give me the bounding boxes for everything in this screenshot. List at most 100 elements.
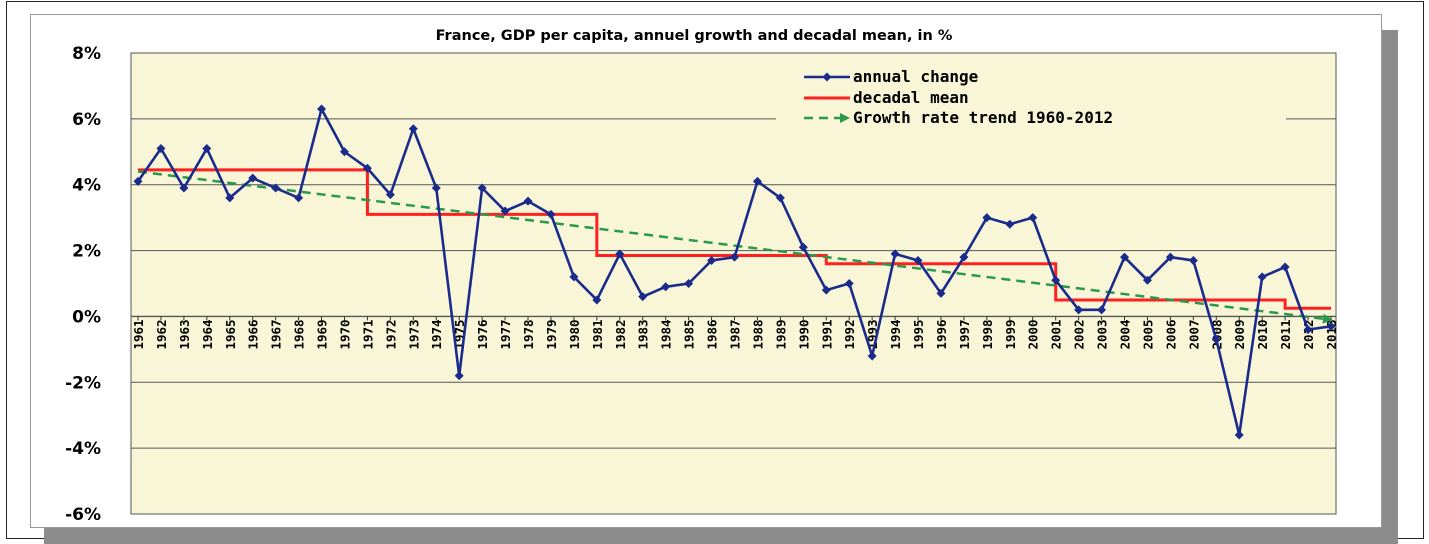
x-tick-label: 1980 — [567, 319, 582, 349]
annual-change-point — [775, 193, 785, 203]
x-tick-label: 1961 — [131, 319, 146, 349]
annual-change-point — [913, 255, 923, 265]
annual-change-point — [684, 279, 694, 288]
y-tick-label: 6% — [72, 110, 101, 130]
annual-change-point — [1097, 305, 1107, 315]
x-tick-label: 1977 — [498, 319, 513, 349]
annual-change-point — [408, 124, 418, 134]
annual-change-point — [798, 242, 808, 252]
annual-change-point — [454, 371, 464, 381]
x-tick-label: 2010 — [1255, 319, 1270, 349]
annual-change-point — [362, 163, 372, 173]
annual-change-point — [431, 183, 441, 193]
x-axis: 1961 1962 1963 1964 1965 1966 1967 1968 1969 1970… — [131, 316, 1339, 350]
annual-change-point — [225, 193, 235, 203]
x-tick-label: 1984 — [659, 319, 674, 349]
x-tick-label: 1989 — [773, 319, 788, 349]
annual-change-point — [821, 285, 831, 295]
x-tick-label: 1964 — [200, 319, 215, 349]
x-tick-label: 1982 — [613, 319, 628, 349]
annual-change-point — [1303, 325, 1313, 335]
x-tick-label: 2004 — [1118, 319, 1133, 349]
annual-change-point — [615, 249, 625, 259]
annual-change-point — [202, 143, 212, 153]
annual-change-point — [500, 206, 510, 216]
x-tick-label: 1992 — [842, 319, 857, 349]
x-tick-label: 1972 — [383, 319, 398, 349]
annual-change-point — [294, 193, 304, 203]
decadal-mean-line — [138, 168, 1331, 310]
annual-change-point — [1257, 272, 1267, 282]
x-tick-label: 2001 — [1049, 319, 1064, 349]
x-tick-label: 1996 — [934, 319, 949, 349]
annual-change-point — [339, 147, 349, 157]
annual-change-point — [569, 272, 579, 282]
y-tick-label: 0% — [72, 307, 101, 327]
annual-change-point — [982, 213, 992, 223]
annual-change-point — [1188, 255, 1198, 265]
x-tick-label: 1963 — [177, 319, 192, 349]
legend-annual-label: annual change — [853, 67, 978, 86]
x-tick-label: 2007 — [1186, 319, 1201, 349]
annual-change-point — [385, 190, 395, 200]
annual-change-point — [317, 104, 327, 114]
annual-change-point — [752, 176, 762, 186]
annual-change-point — [890, 249, 900, 259]
annual-change-point — [546, 209, 556, 219]
x-tick-label: 2006 — [1163, 319, 1178, 349]
x-tick-label: 1981 — [590, 319, 605, 349]
x-tick-label: 1987 — [728, 319, 743, 349]
x-tick-label: 1969 — [315, 319, 330, 349]
series-layer — [133, 104, 1336, 440]
annual-change-point — [1326, 321, 1336, 331]
annual-change-point — [179, 183, 189, 193]
x-tick-label: 1990 — [796, 319, 811, 349]
annual-change-point — [730, 252, 739, 262]
y-tick-label: 2% — [72, 242, 101, 262]
x-tick-label: 1998 — [980, 319, 995, 349]
annual-change-point — [707, 255, 717, 265]
annual-change-point — [638, 292, 648, 302]
x-tick-label: 1986 — [705, 319, 720, 349]
legend-annual-marker — [822, 72, 832, 82]
y-axis: 8% 6% 4% 2% 0% -2% -4% -6% — [65, 44, 101, 525]
x-tick-label: 1965 — [223, 319, 238, 349]
x-tick-label: 1999 — [1003, 319, 1018, 349]
x-tick-label: 2009 — [1232, 319, 1247, 349]
annual-change-point — [133, 176, 143, 186]
annual-change-point — [1028, 213, 1038, 223]
x-tick-label: 1994 — [888, 319, 903, 349]
x-tick-label: 2003 — [1095, 319, 1110, 349]
annual-change-point — [523, 196, 533, 206]
annual-change-point — [1165, 252, 1175, 262]
x-tick-label: 2005 — [1140, 319, 1155, 349]
y-tick-label: 8% — [72, 44, 101, 64]
legend-decadal-label: decadal mean — [853, 88, 969, 107]
annual-change-point — [959, 252, 969, 262]
x-tick-label: 2012 — [1301, 319, 1316, 349]
y-tick-label: 4% — [72, 176, 101, 196]
x-tick-label: 2000 — [1026, 319, 1041, 349]
x-tick-label: 2002 — [1072, 319, 1087, 349]
annual-change-point — [1234, 430, 1244, 440]
annual-change-point — [661, 282, 671, 292]
gridlines — [131, 118, 1336, 449]
x-tick-label: 1976 — [475, 319, 490, 349]
y-tick-label: -4% — [65, 439, 101, 459]
x-tick-label: 1974 — [429, 319, 444, 349]
x-tick-label: 1997 — [957, 319, 972, 349]
x-tick-label: 1983 — [636, 319, 651, 349]
x-tick-label: 1973 — [406, 319, 421, 349]
annual-change-point — [1120, 252, 1130, 262]
annual-change-point — [271, 183, 281, 193]
annual-change-point — [592, 295, 602, 305]
x-tick-label: 1968 — [292, 319, 307, 349]
x-tick-label: 1995 — [911, 319, 926, 349]
annual-change-point — [248, 173, 258, 183]
legend-trend-label: Growth rate trend 1960-2012 — [853, 108, 1113, 127]
chart-title: France, GDP per capita, annuel growth an… — [436, 28, 953, 44]
x-tick-label: 1967 — [269, 319, 284, 349]
annual-change-point — [477, 183, 487, 193]
annual-change-point — [844, 279, 854, 288]
